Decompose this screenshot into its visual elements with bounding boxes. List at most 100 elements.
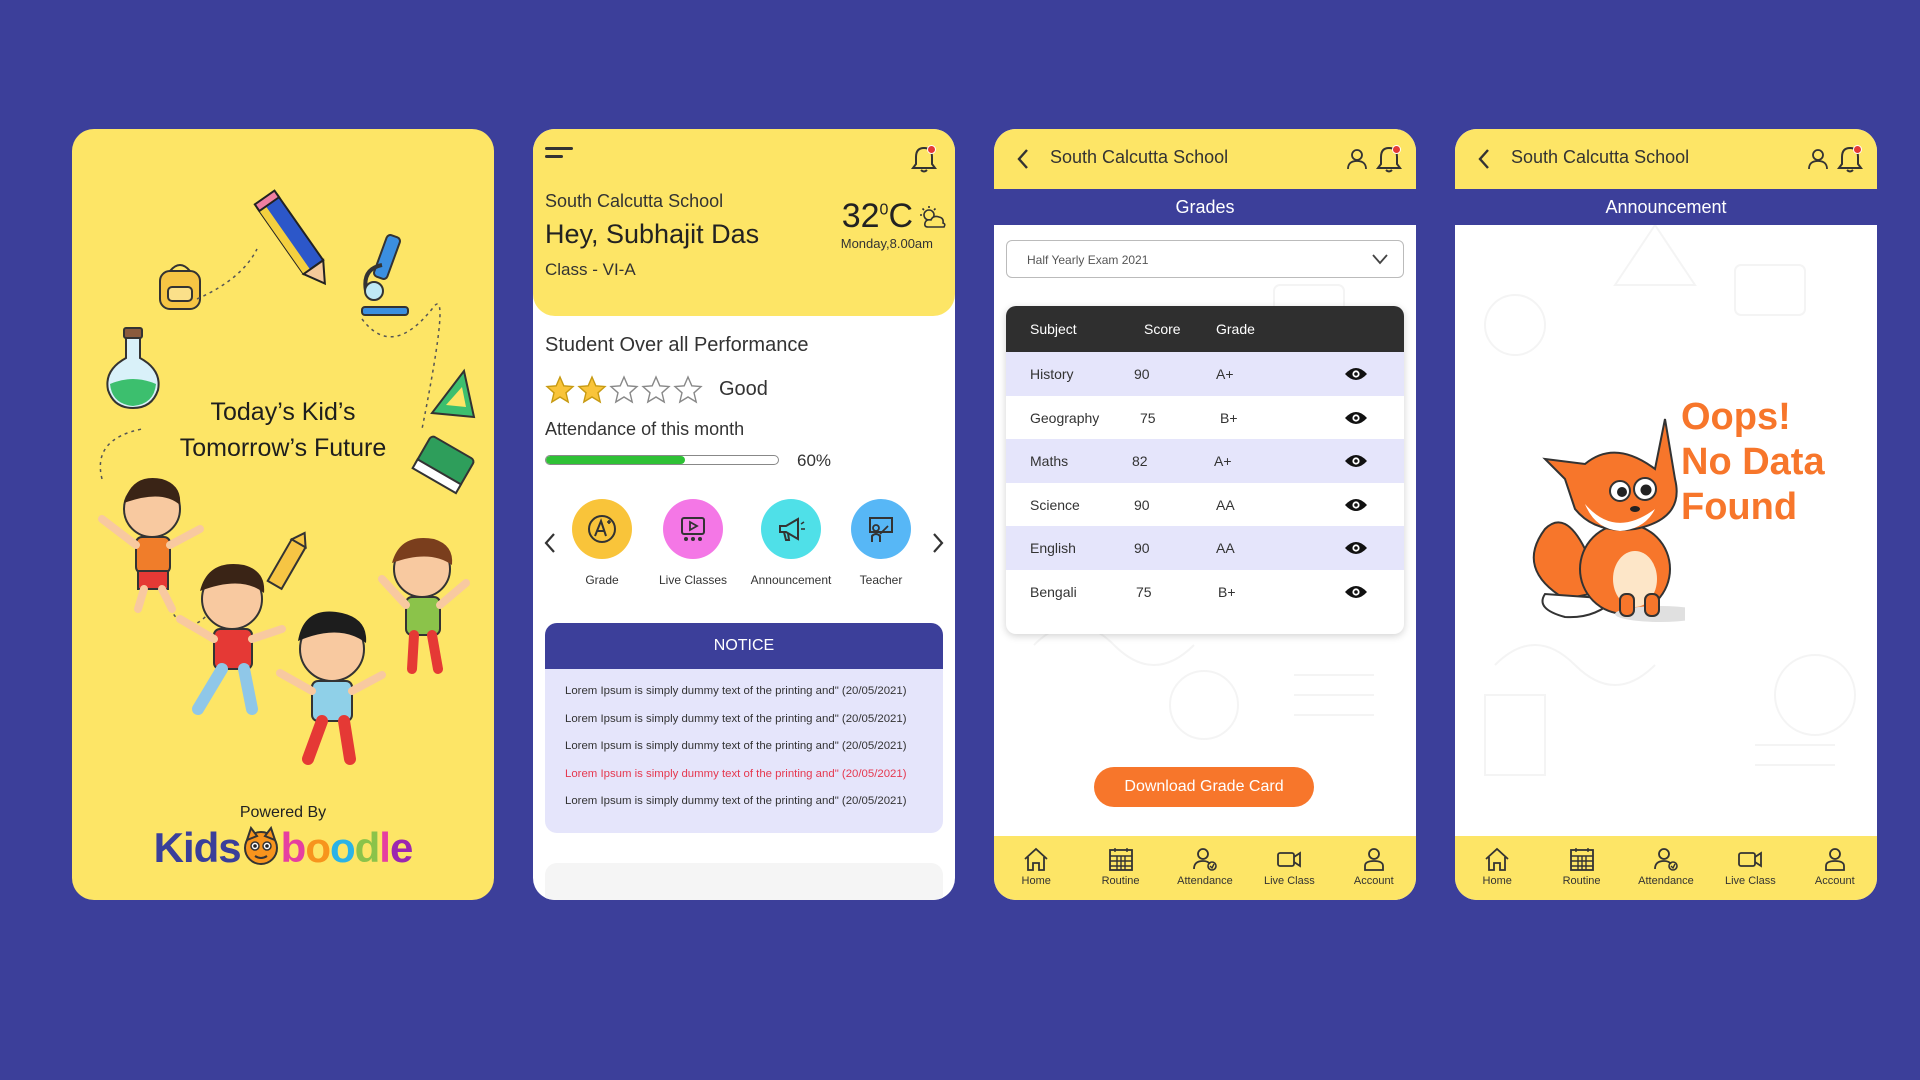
header-school-name: South Calcutta School (1050, 147, 1229, 167)
back-arrow-icon[interactable] (1016, 147, 1030, 171)
pencil-illustration (253, 189, 326, 286)
notice-item[interactable]: Lorem Ipsum is simply dummy text of the … (565, 740, 907, 752)
back-arrow-icon[interactable] (1477, 147, 1491, 171)
eye-icon[interactable] (1344, 584, 1368, 600)
cell-subject: Geography (1030, 409, 1100, 426)
backpack-illustration (159, 264, 201, 310)
tab-attendance[interactable]: Attendance (1170, 846, 1240, 900)
tab-label: Live Class (1263, 875, 1315, 887)
notice-item[interactable]: Lorem Ipsum is simply dummy text of the … (565, 767, 907, 780)
star-empty-icon (609, 375, 639, 404)
cell-subject: Maths (1030, 453, 1069, 469)
cell-score: 75 (1140, 409, 1156, 426)
tab-label: Account (1814, 875, 1855, 887)
tab-account[interactable]: Account (1339, 846, 1409, 900)
attendance-title: Attendance of this month (545, 419, 745, 439)
chevron-right-icon[interactable] (931, 531, 945, 555)
tab-label: Account (1353, 875, 1394, 887)
tab-routine[interactable]: Routine (1547, 846, 1617, 900)
kids-illustration (98, 478, 470, 765)
quick-link-label: Announcement (750, 573, 832, 587)
download-grade-card-button[interactable]: Download Grade Card (1094, 767, 1314, 807)
notification-bell-icon[interactable] (1837, 145, 1863, 173)
calendar-icon (1569, 848, 1594, 871)
profile-icon[interactable] (1807, 147, 1829, 171)
tagline-line-2: Tomorrow’s Future (179, 434, 387, 462)
tab-home[interactable]: Home (1462, 846, 1532, 900)
star-empty-icon (641, 375, 671, 404)
flask-illustration (106, 327, 160, 410)
chevron-down-icon (1372, 254, 1388, 265)
exam-select-value: Half Yearly Exam 2021 (1027, 253, 1149, 267)
quick-link-label: Grade (585, 573, 619, 587)
cell-score: 90 (1134, 496, 1150, 513)
tab-live-class[interactable]: Live Class (1254, 846, 1324, 900)
tagline-line-1: Today’s Kid’s (210, 398, 356, 426)
empty-line-1: Oops! (1681, 396, 1791, 438)
notice-item[interactable]: Lorem Ipsum is simply dummy text of the … (565, 712, 907, 725)
quick-link-label: Teacher (859, 573, 903, 587)
cell-score: 82 (1132, 453, 1148, 469)
home-icon (1024, 847, 1048, 871)
tab-home[interactable]: Home (1001, 846, 1071, 900)
app-header: South Calcutta School (994, 129, 1416, 189)
eye-icon[interactable] (1344, 410, 1368, 426)
notification-bell-icon[interactable] (911, 145, 937, 173)
column-subject: Subject (1030, 321, 1077, 337)
exam-select[interactable]: Half Yearly Exam 2021 (1006, 240, 1404, 278)
powered-by-label: Powered By (239, 804, 327, 821)
performance-stars (545, 375, 705, 405)
eye-icon[interactable] (1344, 540, 1368, 556)
tab-live-class[interactable]: Live Class (1715, 846, 1785, 900)
empty-state-message: Oops! No Data Found (1681, 395, 1825, 530)
fox-logo-icon (243, 826, 278, 865)
splash-tagline: Today’s Kid’s Tomorrow’s Future (72, 394, 494, 466)
temperature-unit: C (888, 197, 913, 235)
quick-link-circle (572, 499, 632, 559)
eye-icon[interactable] (1344, 453, 1368, 469)
notice-item[interactable]: Lorem Ipsum is simply dummy text of the … (565, 685, 907, 697)
menu-icon[interactable] (545, 147, 573, 161)
table-row: Science 90 AA (1006, 483, 1404, 527)
empty-line-3: Found (1681, 486, 1798, 528)
profile-icon[interactable] (1346, 147, 1368, 171)
cell-subject: Bengali (1030, 583, 1077, 600)
chevron-left-icon[interactable] (543, 531, 557, 555)
grade-icon (588, 515, 616, 543)
performance-title: Student Over all Performance (545, 334, 809, 356)
next-card (545, 863, 943, 900)
school-name: South Calcutta School (545, 191, 724, 211)
column-score: Score (1144, 321, 1181, 337)
table-row: Geography 75 B+ (1006, 396, 1404, 440)
greeting: Hey, Subhajit Das (545, 219, 760, 249)
notification-bell-icon[interactable] (1376, 145, 1402, 173)
table-row: English 90 AA (1006, 526, 1404, 570)
partly-cloudy-icon (920, 206, 946, 228)
header-school-name: South Calcutta School (1511, 147, 1690, 167)
cell-grade: B+ (1220, 409, 1238, 426)
weather-datetime: Monday,8.00am (840, 236, 933, 251)
table-header: Subject Score Grade (1006, 306, 1404, 352)
table-row: Bengali 75 B+ (1006, 570, 1404, 614)
app-header: South Calcutta School (1455, 129, 1877, 189)
tab-account[interactable]: Account (1800, 846, 1870, 900)
notice-item[interactable]: Lorem Ipsum is simply dummy text of the … (565, 795, 907, 807)
notification-dot (1853, 145, 1862, 154)
tab-routine[interactable]: Routine (1086, 846, 1156, 900)
doodle-background (1484, 225, 1856, 776)
quick-link-live-classes[interactable]: Live Classes (648, 499, 738, 587)
temperature: 320C (841, 197, 913, 235)
eye-icon[interactable] (1344, 497, 1368, 513)
video-camera-icon (1738, 851, 1763, 868)
quick-link-announcement[interactable]: Announcement (746, 499, 836, 587)
attendance-progress-bar (545, 455, 779, 465)
eye-icon[interactable] (1344, 366, 1368, 382)
quick-link-teacher[interactable]: Teacher (836, 499, 926, 587)
notice-title: NOTICE (545, 623, 943, 669)
quick-link-circle (761, 499, 821, 559)
tab-label: Attendance (1638, 875, 1694, 887)
tab-attendance[interactable]: Attendance (1631, 846, 1701, 900)
cell-score: 90 (1134, 540, 1150, 556)
cell-grade: AA (1216, 540, 1235, 556)
quick-link-grade[interactable]: Grade (557, 499, 647, 587)
